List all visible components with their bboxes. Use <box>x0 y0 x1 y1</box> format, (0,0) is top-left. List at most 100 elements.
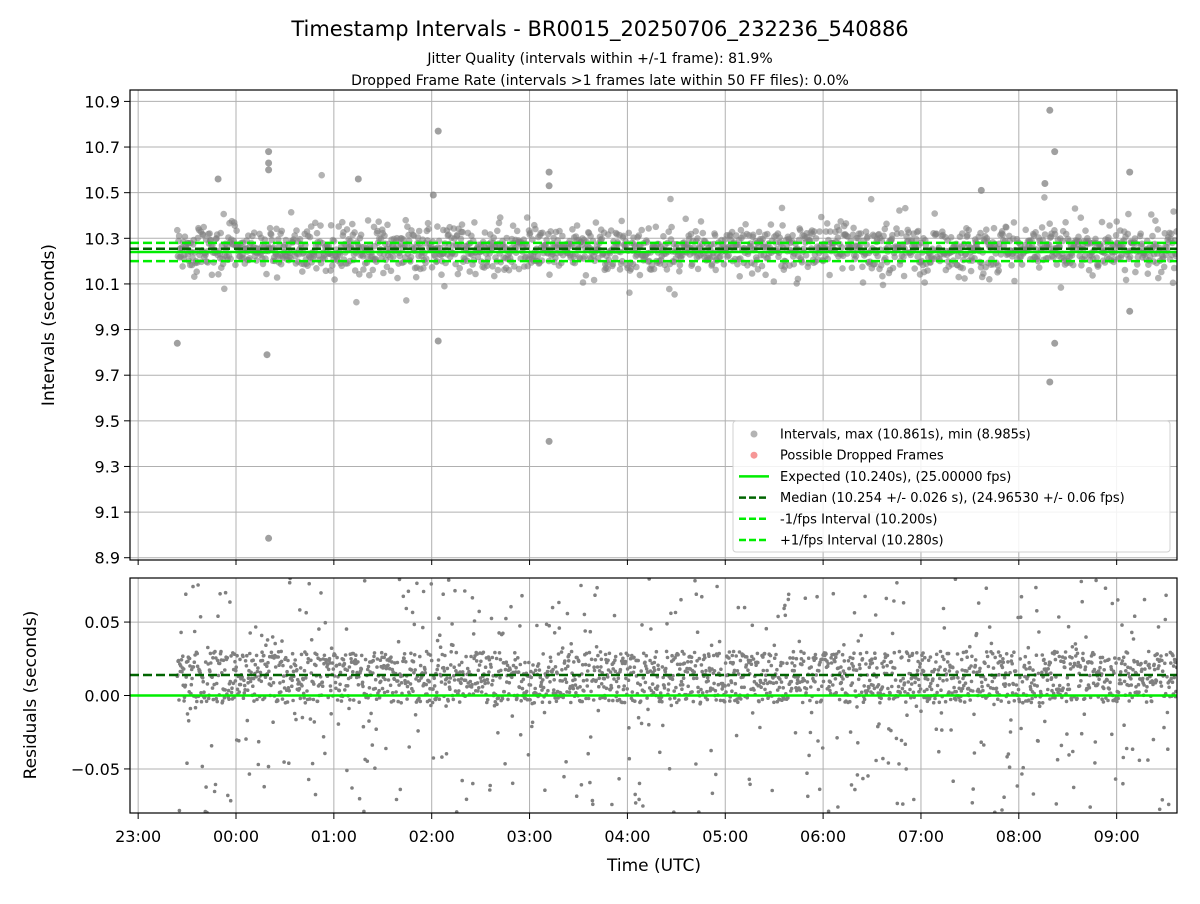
residual-point <box>476 689 480 693</box>
residual-point <box>334 663 339 668</box>
residual-point <box>252 699 256 703</box>
residual-point <box>569 642 573 646</box>
residual-point <box>1004 652 1009 656</box>
residual-point <box>210 675 214 679</box>
residual-point <box>877 722 881 726</box>
interval-point <box>546 271 553 279</box>
residual-point <box>669 703 674 708</box>
residual-point <box>459 681 463 686</box>
interval-outlier-point <box>1051 148 1059 156</box>
residual-point <box>871 683 875 688</box>
residual-point <box>919 672 924 676</box>
interval-point <box>437 244 444 252</box>
residual-point <box>794 656 799 661</box>
residual-point <box>805 771 809 775</box>
interval-point <box>748 270 756 277</box>
residual-point <box>375 657 380 661</box>
residual-point <box>833 659 837 664</box>
residual-point <box>624 676 628 681</box>
residual-point <box>1079 579 1084 584</box>
interval-point <box>1095 261 1102 269</box>
residual-point <box>538 675 543 680</box>
residual-point <box>1158 680 1163 685</box>
residual-point <box>284 655 288 660</box>
residual-point <box>365 759 370 763</box>
residual-point <box>710 791 715 796</box>
residual-point <box>623 659 628 664</box>
top-y-tick-label: 10.9 <box>84 92 120 111</box>
interval-outlier-point <box>265 148 273 156</box>
residual-point <box>430 700 435 705</box>
residual-point <box>396 639 401 644</box>
residual-point <box>1156 625 1161 629</box>
residual-point <box>218 592 222 596</box>
residual-point <box>356 683 361 687</box>
residual-point <box>411 689 415 693</box>
interval-point <box>472 270 479 278</box>
residual-point <box>336 722 341 726</box>
interval-point <box>626 289 633 297</box>
residual-point <box>321 735 326 739</box>
interval-outlier-point <box>265 159 273 167</box>
interval-point <box>434 223 441 230</box>
residual-point <box>614 679 619 684</box>
residual-point <box>992 702 996 707</box>
residual-point <box>424 682 429 687</box>
interval-point <box>1038 224 1046 231</box>
residual-point <box>815 594 819 599</box>
interval-point <box>556 227 563 235</box>
bottom-y-tick-label: −0.05 <box>71 760 120 779</box>
top-y-tick-label: 9.1 <box>95 503 120 522</box>
residual-point <box>910 651 915 656</box>
residual-point <box>851 656 855 661</box>
residual-point <box>612 677 616 681</box>
residual-point <box>439 674 443 678</box>
residual-point <box>694 592 699 596</box>
interval-point <box>273 225 280 233</box>
residual-point <box>937 676 942 681</box>
residual-point <box>200 676 205 680</box>
residual-point <box>969 679 974 684</box>
residual-point <box>1009 718 1013 722</box>
residual-point <box>912 797 916 802</box>
interval-point <box>839 265 846 272</box>
residual-point <box>359 667 364 671</box>
top-y-tick-label: 10.1 <box>84 275 120 294</box>
residual-point <box>453 689 458 693</box>
residual-point <box>691 699 696 704</box>
interval-point <box>1041 231 1049 238</box>
residual-point <box>556 652 561 656</box>
top-y-axis-ticks: 8.99.19.39.59.79.910.110.310.510.710.9 <box>84 92 130 568</box>
residual-point <box>523 660 527 665</box>
residual-point <box>1146 649 1151 654</box>
residual-point <box>1137 758 1142 763</box>
residual-point <box>320 684 325 688</box>
interval-point <box>1069 261 1077 269</box>
residual-point <box>723 684 727 688</box>
residual-point <box>1132 660 1137 664</box>
residual-point <box>675 662 680 667</box>
residual-point <box>775 667 779 672</box>
residual-point <box>242 691 247 695</box>
interval-point <box>980 270 987 277</box>
residual-point <box>941 678 945 683</box>
residual-point <box>287 761 291 765</box>
interval-point <box>526 229 534 237</box>
residual-point <box>185 761 189 765</box>
residual-point <box>1110 601 1115 606</box>
residual-point <box>300 715 305 720</box>
residual-point <box>1049 671 1053 675</box>
residual-point <box>181 654 185 658</box>
residual-point <box>1113 656 1117 660</box>
interval-outlier-point <box>265 534 273 542</box>
residual-point <box>488 662 493 667</box>
residual-point <box>1125 651 1130 655</box>
residual-point <box>442 669 447 673</box>
residual-point <box>1022 663 1027 668</box>
bottom-y-axis-ticks: −0.050.000.05 <box>71 613 130 779</box>
residual-point <box>888 691 892 695</box>
residual-point <box>483 665 488 669</box>
residual-point <box>1107 687 1112 691</box>
residual-point <box>431 756 436 760</box>
residual-point <box>580 699 584 704</box>
